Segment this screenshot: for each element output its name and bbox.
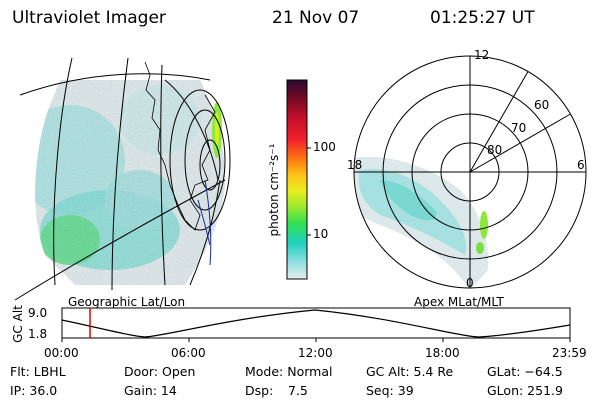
info-seq: Seq: 39 <box>366 383 414 398</box>
info-flt: Flt: LBHL <box>10 364 66 379</box>
info-door: Door: Open <box>124 364 196 379</box>
lat-label-70: 70 <box>511 121 527 135</box>
altitude-ytick-max: 9.0 <box>28 306 48 320</box>
colorbar-tick-10: 10 <box>313 227 329 241</box>
geo-panel-label: Geographic Lat/Lon <box>68 295 186 309</box>
altitude-ylabel: GC Alt <box>11 305 25 343</box>
lat-label-80: 80 <box>487 143 503 157</box>
mlt-label-0: 0 <box>466 276 474 290</box>
altitude-ytick-min: 1.8 <box>28 327 48 341</box>
info-dsp-value: 7.5 <box>288 383 308 398</box>
info-dsp-label: Dsp: <box>245 383 274 398</box>
polar-panel-label: Apex MLat/MLT <box>414 295 504 309</box>
observation-date: 21 Nov 07 <box>272 8 360 28</box>
time-tick-0600: 06:00 <box>171 346 206 360</box>
mlt-label-18: 18 <box>347 158 363 172</box>
info-ip: IP: 36.0 <box>10 383 58 398</box>
info-glat: GLat: −64.5 <box>487 364 563 379</box>
info-mode: Mode: Normal <box>245 364 333 379</box>
observation-time: 01:25:27 UT <box>430 8 535 28</box>
info-glon: GLon: 251.9 <box>487 383 563 398</box>
info-gcalt: GC Alt: 5.4 Re <box>366 364 454 379</box>
colorbar-tick-100: 100 <box>313 140 336 154</box>
instrument-title: Ultraviolet Imager <box>12 8 166 28</box>
lat-label-60: 60 <box>534 98 550 112</box>
time-tick-0000: 00:00 <box>44 346 79 360</box>
mlt-label-12: 12 <box>474 48 490 62</box>
time-tick-1800: 18:00 <box>425 346 460 360</box>
time-tick-1200: 12:00 <box>298 346 333 360</box>
mlt-label-6: 6 <box>577 158 585 172</box>
time-tick-2359: 23:59 <box>552 346 587 360</box>
info-gain: Gain: 14 <box>124 383 177 398</box>
